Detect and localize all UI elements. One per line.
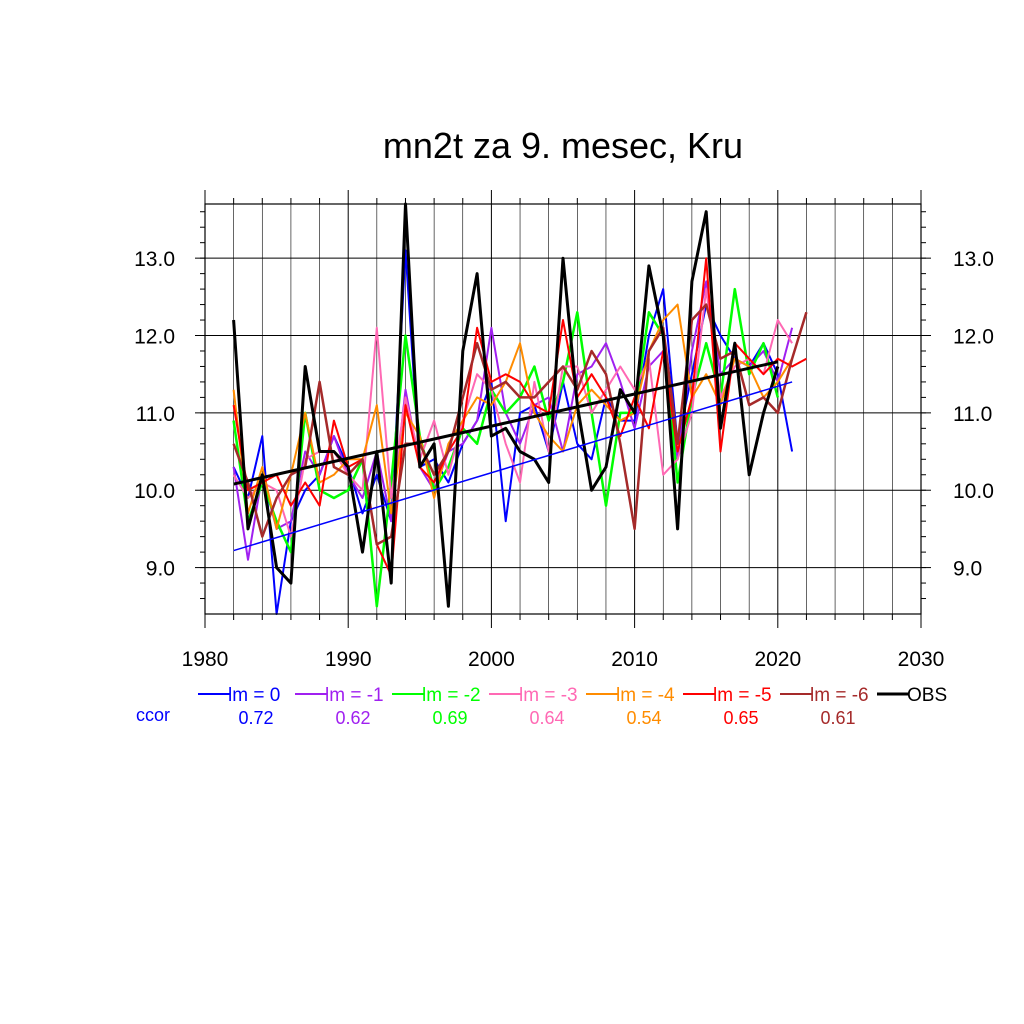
legend-label: lm = -3 — [519, 685, 578, 706]
x-tick-label: 2010 — [611, 648, 658, 671]
chart-title: mn2t za 9. mesec, Kru — [383, 125, 743, 166]
x-tick-label: 1980 — [182, 648, 229, 671]
ccor-value: 0.62 — [335, 708, 370, 728]
y-tick-label-right: 13.0 — [953, 248, 994, 271]
y-tick-label-left: 9.0 — [146, 558, 175, 581]
series-group — [232, 202, 808, 615]
legend-label: lm = -6 — [810, 685, 869, 706]
y-tick-label-right: 12.0 — [953, 326, 994, 349]
series-line — [232, 303, 808, 546]
trend-line — [233, 381, 793, 552]
series-line — [232, 280, 794, 561]
x-tick-label: 2030 — [898, 648, 945, 671]
axes: 9.0 9.0 10.0 10.0 11.0 11.0 12.0 12.0 13.0 13.0 19… — [134, 190, 994, 671]
legend-label: lm = -1 — [325, 685, 384, 706]
ccor-value: 0.69 — [432, 708, 467, 728]
y-tick-label-right: 11.0 — [953, 403, 992, 426]
legend-label: lm = -4 — [616, 685, 675, 706]
ccor-value: 0.61 — [820, 708, 855, 728]
x-tick-label: 2020 — [754, 648, 801, 671]
x-tick-label: 1990 — [325, 648, 372, 671]
series-line — [232, 202, 780, 608]
y-tick-label-left: 13.0 — [134, 248, 175, 271]
legend-label: lm = 0 — [228, 685, 280, 706]
ccor-value: 0.64 — [529, 708, 564, 728]
y-tick-label-right: 9.0 — [953, 558, 982, 581]
y-tick-label-right: 10.0 — [953, 480, 994, 503]
y-tick-label-left: 12.0 — [134, 326, 175, 349]
ccor-value: 0.54 — [626, 708, 661, 728]
ccor-value: 0.72 — [238, 708, 273, 728]
trend-line — [233, 360, 779, 486]
legend-label: lm = -5 — [713, 685, 772, 706]
y-tick-label-left: 11.0 — [136, 403, 175, 426]
ccor-value: 0.65 — [723, 708, 758, 728]
series-line — [232, 303, 793, 530]
x-tick-label: 2000 — [468, 648, 515, 671]
legend-label: OBS — [907, 685, 947, 706]
plot-frame — [204, 203, 922, 615]
y-tick-label-left: 10.0 — [134, 480, 175, 503]
legend-label: lm = -2 — [422, 685, 481, 706]
ccor-label: ccor — [136, 705, 170, 725]
